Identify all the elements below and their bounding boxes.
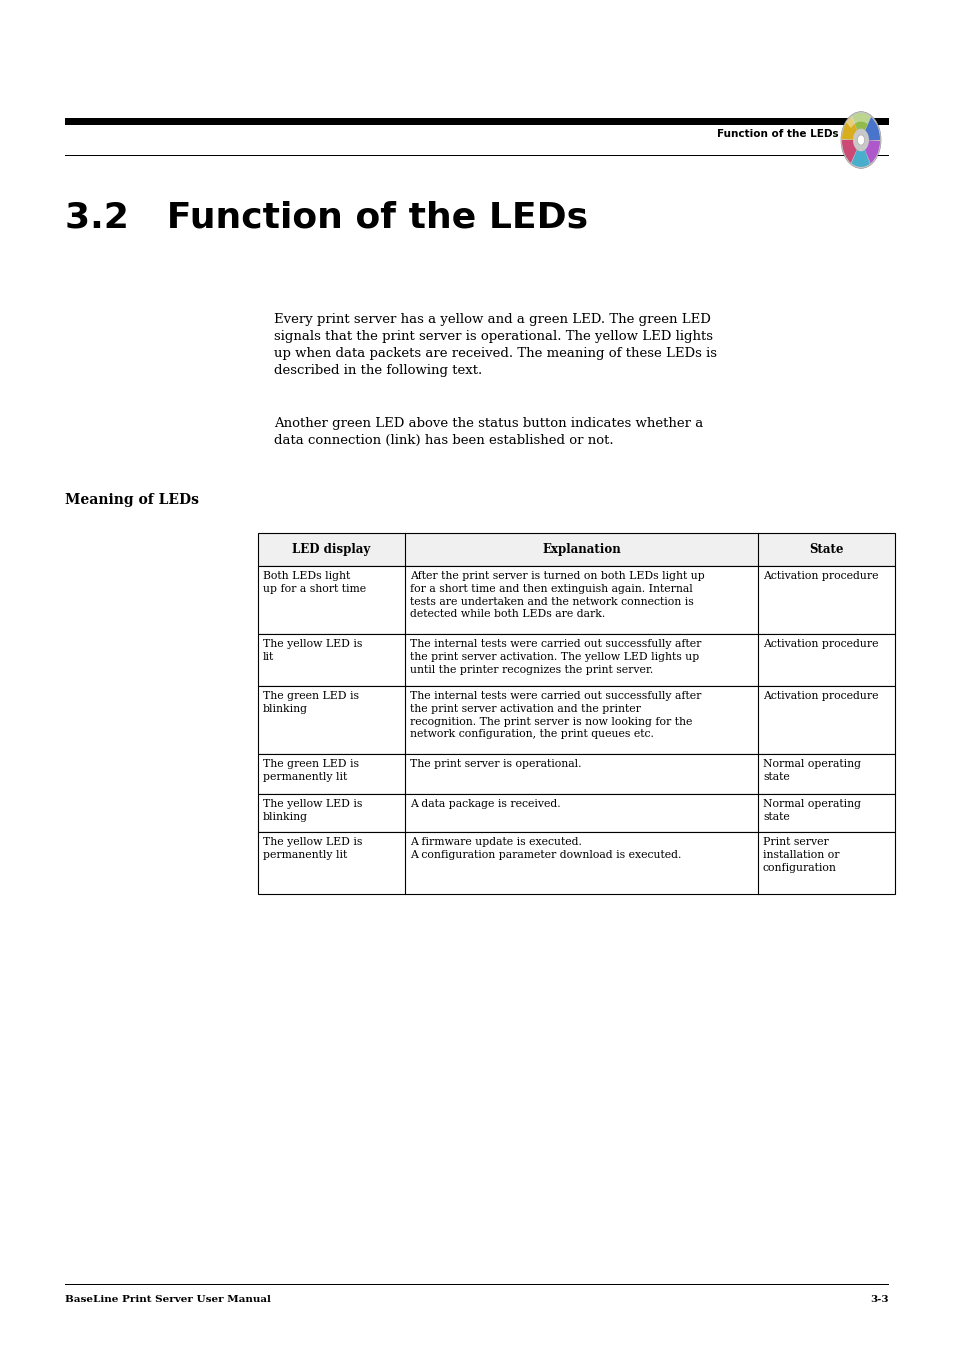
Wedge shape	[841, 116, 856, 139]
Circle shape	[841, 112, 881, 169]
Wedge shape	[864, 141, 879, 163]
Text: Function of the LEDs: Function of the LEDs	[717, 128, 838, 139]
Wedge shape	[864, 118, 879, 141]
Text: Activation procedure: Activation procedure	[762, 639, 878, 648]
Wedge shape	[841, 141, 856, 163]
Text: Print server
installation or
configuration: Print server installation or configurati…	[762, 838, 839, 873]
Text: BaseLine Print Server User Manual: BaseLine Print Server User Manual	[65, 1296, 271, 1304]
Text: Activation procedure: Activation procedure	[762, 571, 878, 581]
Circle shape	[857, 135, 863, 145]
Wedge shape	[851, 150, 869, 168]
Text: The internal tests were carried out successfully after
the print server activati: The internal tests were carried out succ…	[410, 690, 700, 739]
Bar	[257, 832, 894, 894]
Text: described in the following text.: described in the following text.	[274, 363, 482, 377]
Bar	[65, 118, 888, 126]
Bar	[257, 534, 894, 566]
Text: Every print server has a yellow and a green LED. The green LED: Every print server has a yellow and a gr…	[274, 313, 710, 326]
Bar	[257, 566, 894, 634]
Text: Normal operating
state: Normal operating state	[762, 759, 861, 782]
Text: Another green LED above the status button indicates whether a: Another green LED above the status butto…	[274, 417, 702, 430]
Text: The yellow LED is
lit: The yellow LED is lit	[263, 639, 362, 662]
Text: Normal operating
state: Normal operating state	[762, 798, 861, 821]
Text: A data package is received.: A data package is received.	[410, 798, 560, 809]
Text: data connection (link) has been established or not.: data connection (link) has been establis…	[274, 434, 613, 447]
Text: Meaning of LEDs: Meaning of LEDs	[65, 493, 199, 507]
Text: 3.2   Function of the LEDs: 3.2 Function of the LEDs	[65, 200, 587, 234]
Text: Activation procedure: Activation procedure	[762, 690, 878, 701]
Text: The print server is operational.: The print server is operational.	[410, 759, 581, 769]
Text: Explanation: Explanation	[541, 543, 620, 557]
Text: LED display: LED display	[292, 543, 370, 557]
Text: The yellow LED is
blinking: The yellow LED is blinking	[263, 798, 362, 821]
Text: The yellow LED is
permanently lit: The yellow LED is permanently lit	[263, 838, 362, 859]
Bar	[257, 634, 894, 686]
Text: up when data packets are received. The meaning of these LEDs is: up when data packets are received. The m…	[274, 347, 717, 359]
Bar	[257, 686, 894, 754]
Bar	[65, 1283, 888, 1285]
Text: signals that the print server is operational. The yellow LED lights: signals that the print server is operati…	[274, 330, 712, 343]
Text: The green LED is
blinking: The green LED is blinking	[263, 690, 358, 713]
Text: State: State	[808, 543, 842, 557]
Text: The internal tests were carried out successfully after
the print server activati: The internal tests were carried out succ…	[410, 639, 700, 674]
Bar	[257, 794, 894, 832]
Text: A firmware update is executed.
A configuration parameter download is executed.: A firmware update is executed. A configu…	[410, 838, 680, 859]
Text: Both LEDs light
up for a short time: Both LEDs light up for a short time	[263, 571, 366, 594]
Text: The green LED is
permanently lit: The green LED is permanently lit	[263, 759, 358, 782]
Bar	[257, 754, 894, 794]
Text: After the print server is turned on both LEDs light up
for a short time and then: After the print server is turned on both…	[410, 571, 704, 619]
Wedge shape	[845, 113, 869, 128]
Wedge shape	[851, 113, 869, 130]
Text: 3-3: 3-3	[869, 1296, 888, 1304]
